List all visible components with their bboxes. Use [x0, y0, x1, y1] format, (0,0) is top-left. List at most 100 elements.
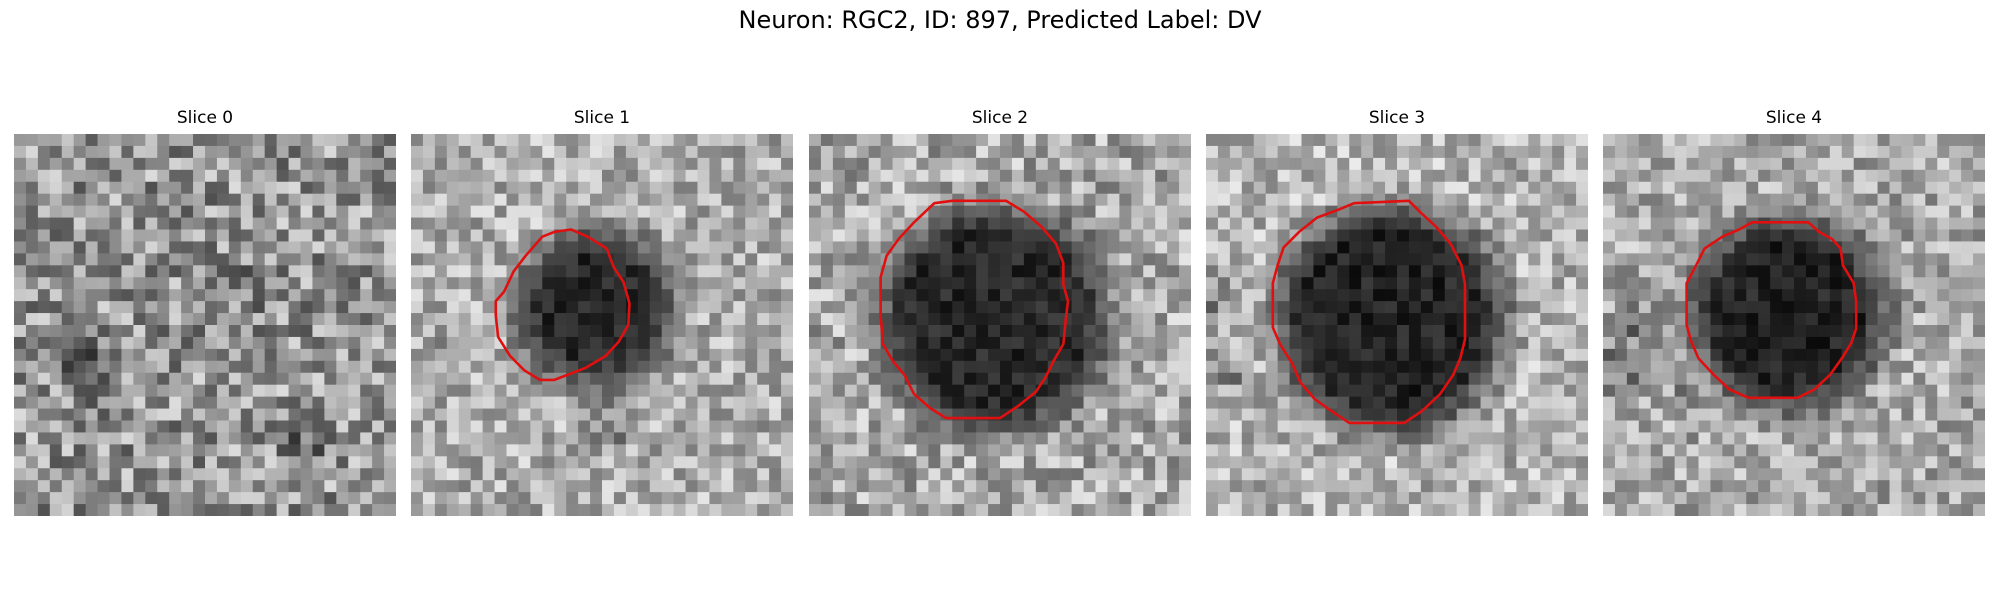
- pixel-cell: [121, 336, 134, 350]
- pixel-cell: [1492, 360, 1505, 374]
- pixel-cell: [1480, 408, 1493, 421]
- pixel-cell: [1206, 169, 1219, 183]
- pixel-cell: [1301, 157, 1314, 171]
- pixel-cell: [1035, 480, 1049, 493]
- pixel-cell: [470, 169, 484, 183]
- pixel-cell: [1107, 205, 1120, 218]
- pixel-cell: [348, 480, 361, 493]
- pixel-cell: [1217, 468, 1231, 481]
- pixel-cell: [1480, 432, 1493, 445]
- pixel-cell: [1229, 468, 1243, 481]
- pixel-cell: [1107, 348, 1120, 362]
- pixel-cell: [590, 289, 603, 302]
- pixel-cell: [1674, 265, 1687, 278]
- pixel-cell: [733, 253, 746, 266]
- pixel-cell: [1504, 444, 1517, 457]
- pixel-cell: [1011, 253, 1025, 266]
- pixel-cell: [590, 336, 603, 350]
- pixel-cell: [1265, 253, 1279, 266]
- pixel-cell: [1000, 241, 1013, 254]
- pixel-cell: [1143, 301, 1156, 314]
- pixel-cell: [1782, 444, 1795, 457]
- pixel-cell: [1217, 229, 1231, 242]
- pixel-cell: [133, 348, 146, 362]
- pixel-cell: [1564, 456, 1577, 469]
- pixel-cell: [566, 384, 579, 398]
- pixel-cell: [61, 277, 75, 290]
- pixel-cell: [1722, 134, 1735, 147]
- pixel-cell: [506, 193, 519, 207]
- pixel-cell: [85, 360, 98, 374]
- pixel-cell: [1206, 348, 1219, 362]
- pixel-cell: [1107, 193, 1120, 207]
- pixel-cell: [868, 193, 882, 207]
- pixel-cell: [530, 444, 543, 457]
- pixel-cell: [721, 301, 734, 314]
- pixel-cell: [1071, 169, 1084, 183]
- pixel-cell: [745, 313, 758, 326]
- pixel-cell: [832, 408, 846, 421]
- pixel-cell: [1937, 205, 1950, 218]
- pixel-cell: [952, 360, 965, 374]
- slice-image: [1603, 134, 1985, 516]
- pixel-cell: [590, 456, 603, 469]
- pixel-cell: [1480, 468, 1493, 481]
- pixel-cell: [721, 360, 734, 374]
- pixel-cell: [470, 348, 484, 362]
- pixel-cell: [1805, 157, 1819, 171]
- pixel-cell: [494, 348, 507, 362]
- pixel-cell: [1925, 420, 1938, 433]
- pixel-cell: [506, 444, 519, 457]
- pixel-cell: [1047, 253, 1061, 266]
- pixel-cell: [1420, 134, 1434, 147]
- pixel-cell: [952, 396, 965, 409]
- pixel-cell: [988, 157, 1001, 171]
- pixel-cell: [1107, 134, 1120, 147]
- pixel-cell: [1829, 217, 1843, 230]
- pixel-cell: [1468, 229, 1481, 242]
- pixel-cell: [1817, 384, 1831, 398]
- pixel-cell: [1059, 504, 1073, 516]
- pixel-cell: [264, 217, 278, 230]
- pixel-cell: [300, 289, 313, 302]
- pixel-cell: [411, 289, 424, 302]
- pixel-cell: [1603, 253, 1616, 266]
- pixel-cell: [1576, 468, 1588, 481]
- pixel-cell: [1817, 313, 1831, 326]
- pixel-cell: [240, 181, 254, 195]
- pixel-cell: [1277, 193, 1290, 207]
- pixel-cell: [1516, 265, 1529, 278]
- pixel-cell: [1770, 456, 1783, 469]
- pixel-cell: [673, 265, 686, 278]
- pixel-cell: [193, 301, 206, 314]
- pixel-cell: [518, 432, 531, 445]
- pixel-cell: [554, 217, 567, 230]
- pixel-cell: [1877, 336, 1890, 350]
- pixel-cell: [1853, 157, 1867, 171]
- pixel-cell: [157, 145, 170, 159]
- pixel-cell: [1095, 169, 1108, 183]
- pixel-cell: [733, 241, 746, 254]
- pixel-cell: [276, 468, 289, 481]
- pixel-cell: [470, 480, 484, 493]
- pixel-cell: [133, 277, 146, 290]
- pixel-cell: [324, 217, 337, 230]
- pixel-cell: [446, 217, 460, 230]
- pixel-cell: [228, 134, 242, 147]
- pixel-cell: [157, 217, 170, 230]
- pixel-cell: [820, 313, 834, 326]
- pixel-cell: [578, 265, 591, 278]
- pixel-cell: [880, 277, 893, 290]
- pixel-cell: [85, 157, 98, 171]
- pixel-cell: [422, 336, 436, 350]
- pixel-cell: [1179, 325, 1191, 338]
- pixel-cell: [721, 480, 734, 493]
- pixel-cell: [312, 348, 325, 362]
- pixel-cell: [1528, 372, 1541, 386]
- pixel-cell: [1155, 492, 1168, 505]
- pixel-cell: [205, 277, 218, 290]
- pixel-cell: [1361, 325, 1374, 338]
- pixel-cell: [240, 420, 254, 433]
- pixel-cell: [697, 432, 710, 445]
- pixel-cell: [757, 456, 770, 469]
